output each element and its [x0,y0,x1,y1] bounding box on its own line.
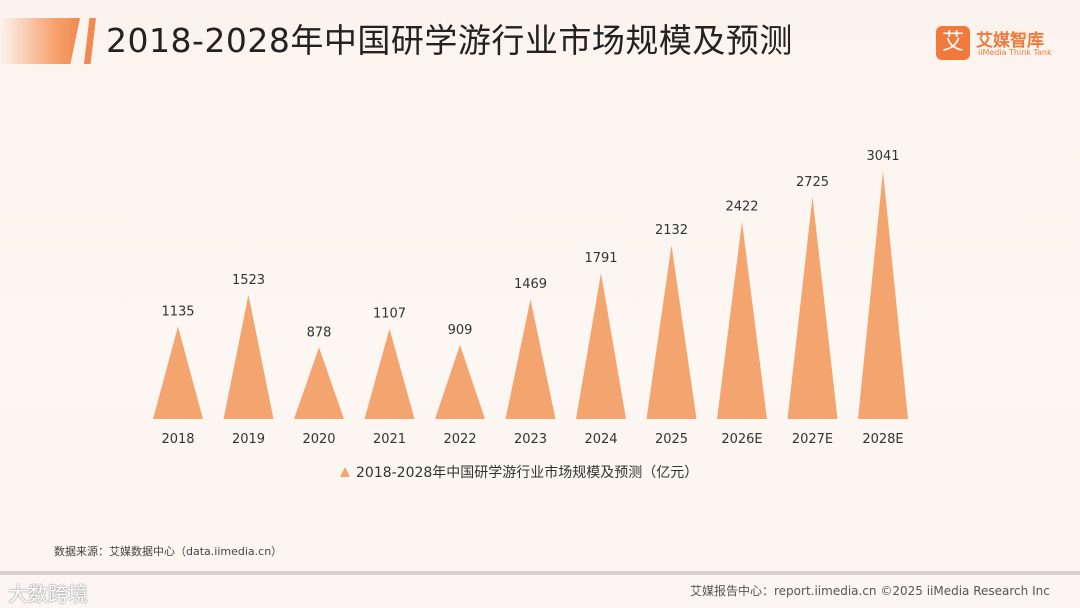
chart-bar-2026E [717,221,767,419]
brand-logo: 艾 艾媒智库 iiMedia Think Tank [936,22,1066,64]
data-label-2021: 1107 [373,307,406,322]
watermark: 大数跨境 [8,582,88,606]
data-label-2028E: 3041 [866,149,899,164]
logo-icon: 艾 [936,26,970,60]
x-tick-label-2026E: 2026E [721,432,762,447]
x-tick-label-2025: 2025 [655,432,688,447]
x-tick-label-2028E: 2028E [862,432,903,447]
data-label-2026E: 2422 [725,199,758,214]
chart-bar-2021 [364,328,415,419]
chart-bar-2019 [223,294,274,419]
footer-divider [0,571,1080,575]
chart-bar-2025 [646,245,697,419]
chart-bar-2022 [435,344,485,419]
data-label-2025: 2132 [655,223,688,238]
logo-subtitle: iiMedia Think Tank [978,48,1052,57]
data-label-2020: 878 [307,325,332,340]
title-accent-bar [0,18,80,64]
chart-legend: 2018-2028年中国研学游行业市场规模及预测（亿元） [340,463,698,483]
logo-name: 艾媒智库 [976,31,1044,51]
x-tick-label-2021: 2021 [373,432,406,447]
data-source: 数据来源：艾媒数据中心（data.iimedia.cn） [54,545,283,558]
chart-bar-2028E [858,171,908,419]
chart-bar-2018 [153,326,203,419]
data-label-2019: 1523 [232,273,265,288]
footer [0,575,1080,608]
x-tick-label-2022: 2022 [443,432,476,447]
legend-triangle-icon [340,467,350,477]
x-tick-label-2023: 2023 [514,432,547,447]
x-tick-label-2018: 2018 [161,432,194,447]
x-tick-label-2020: 2020 [302,432,335,447]
data-label-2018: 1135 [161,304,194,319]
data-label-2024: 1791 [584,251,617,266]
chart-bar-2027E [787,196,838,419]
chart-bar-2024 [576,272,626,419]
data-label-2023: 1469 [514,277,547,292]
x-tick-label-2019: 2019 [232,432,265,447]
chart-bar-2020 [294,347,344,419]
x-tick-label-2027E: 2027E [792,432,833,447]
x-tick-label-2024: 2024 [584,432,617,447]
chart-bar-2023 [505,299,556,419]
page-title: 2018-2028年中国研学游行业市场规模及预测 [106,21,793,60]
data-label-2027E: 2725 [796,175,829,190]
data-label-2022: 909 [448,323,473,338]
legend-label: 2018-2028年中国研学游行业市场规模及预测（亿元） [356,465,699,481]
footer-text: 艾媒报告中心：report.iimedia.cn ©2025 iiMedia R… [690,584,1050,598]
